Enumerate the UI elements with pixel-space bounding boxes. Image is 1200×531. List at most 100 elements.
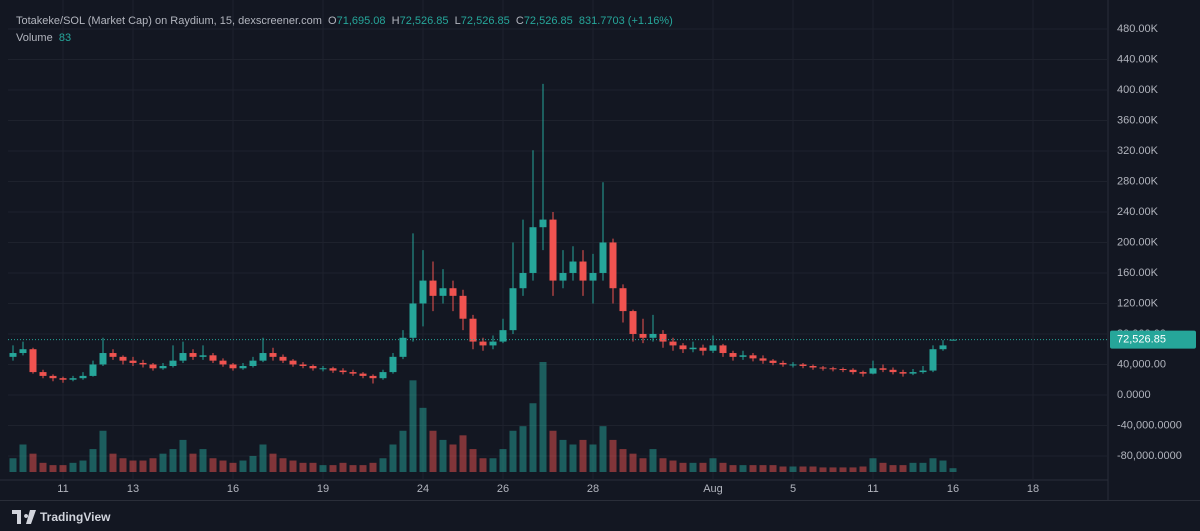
candle-body [509, 288, 517, 331]
candle-body [799, 364, 807, 366]
volume-bar [499, 449, 507, 472]
candle-body [439, 288, 447, 296]
candle-body [919, 370, 927, 373]
candle-body [889, 369, 897, 373]
volume-bar [319, 465, 327, 472]
candle-body [759, 358, 767, 361]
volume-bar [869, 458, 877, 472]
y-tick-label: 360.00K [1117, 114, 1159, 126]
volume-bar [749, 465, 757, 472]
volume-bar [729, 465, 737, 472]
candle-body [229, 364, 237, 369]
x-tick-label: 11 [57, 483, 68, 495]
candle-body [129, 360, 137, 363]
volume-bar [949, 468, 957, 472]
y-tick-label: 240.00K [1117, 206, 1159, 218]
volume-bar [649, 449, 657, 472]
volume-bar [759, 465, 767, 472]
volume-bar [829, 467, 837, 472]
y-tick-label: -40,000.0000 [1117, 419, 1182, 431]
candle-body [29, 349, 37, 373]
candle-body [899, 372, 907, 374]
x-tick-label: 24 [417, 483, 429, 495]
candle-body [829, 368, 837, 370]
volume-bar [89, 449, 97, 472]
candle-body [809, 365, 817, 368]
volume-bar [359, 465, 367, 472]
candle-body [639, 333, 647, 338]
volume-bar [839, 467, 847, 472]
candle-body [399, 337, 407, 357]
candle-body [729, 353, 737, 357]
volume-bar [309, 462, 317, 472]
volume-bar [779, 466, 787, 472]
candle-body [349, 372, 357, 374]
candle-body [169, 360, 177, 366]
volume-bar [69, 462, 77, 472]
volume-bar [639, 458, 647, 472]
volume-bar [939, 460, 947, 472]
volume-bar [459, 435, 467, 472]
candle-body [139, 362, 147, 365]
y-tick-label: 280.00K [1117, 175, 1159, 187]
y-tick-label: -80,000.0000 [1117, 450, 1182, 462]
change: 831.7703 (+1.16%) [578, 15, 673, 27]
candle-body [379, 372, 387, 379]
candle-body [489, 341, 497, 346]
candle-body [89, 364, 97, 376]
candle-body [409, 303, 417, 338]
candle-body [189, 353, 197, 357]
y-tick-label: 160.00K [1117, 267, 1159, 279]
candle-body [769, 360, 777, 363]
y-tick-label: 440.00K [1117, 53, 1159, 65]
volume-bar [619, 449, 627, 472]
candle-body [689, 347, 697, 350]
candle-body [879, 368, 887, 370]
volume-bar [269, 453, 277, 472]
volume-bar [419, 407, 427, 472]
x-tick-label: 11 [867, 483, 878, 495]
candle-body [99, 353, 107, 365]
volume-bar [9, 458, 17, 472]
candle-body [649, 333, 657, 338]
volume-label: Volume [16, 32, 53, 44]
y-tick-label: 40,000.00 [1117, 358, 1166, 370]
volume-bar [489, 458, 497, 472]
candle-body [239, 365, 247, 369]
volume-bar [629, 453, 637, 472]
high: 72,526.85 [399, 15, 449, 27]
y-tick-label: 120.00K [1117, 297, 1159, 309]
candle-body [19, 349, 27, 354]
candle-body [909, 372, 917, 374]
volume-bar [849, 467, 857, 472]
candle-body [59, 378, 67, 380]
candle-body [149, 364, 157, 369]
volume-bar [479, 458, 487, 472]
candle-body [119, 356, 127, 361]
candle-body [819, 367, 827, 369]
candle-body [549, 219, 557, 281]
footer: TradingView [0, 500, 1200, 531]
candle-body [529, 227, 537, 273]
candle-body [789, 364, 797, 366]
candle-body [449, 288, 457, 296]
candle-body [559, 272, 567, 281]
volume-bar [239, 460, 247, 472]
volume-bar [329, 465, 337, 472]
volume-bar [109, 453, 117, 472]
x-tick-label: 16 [227, 483, 239, 495]
candle-body [389, 356, 397, 373]
volume-bar [209, 458, 217, 472]
h-key: H [391, 15, 400, 27]
volume-bar [519, 426, 527, 472]
volume-bar [469, 449, 477, 472]
candle-body [69, 378, 77, 380]
volume-bar [529, 403, 537, 472]
candle-body [779, 362, 787, 365]
candle-body [739, 355, 747, 357]
candle-body [219, 360, 227, 365]
volume-value: 83 [58, 32, 72, 44]
candle-body [269, 353, 277, 357]
volume-bar [699, 462, 707, 472]
volume-bar [899, 465, 907, 472]
